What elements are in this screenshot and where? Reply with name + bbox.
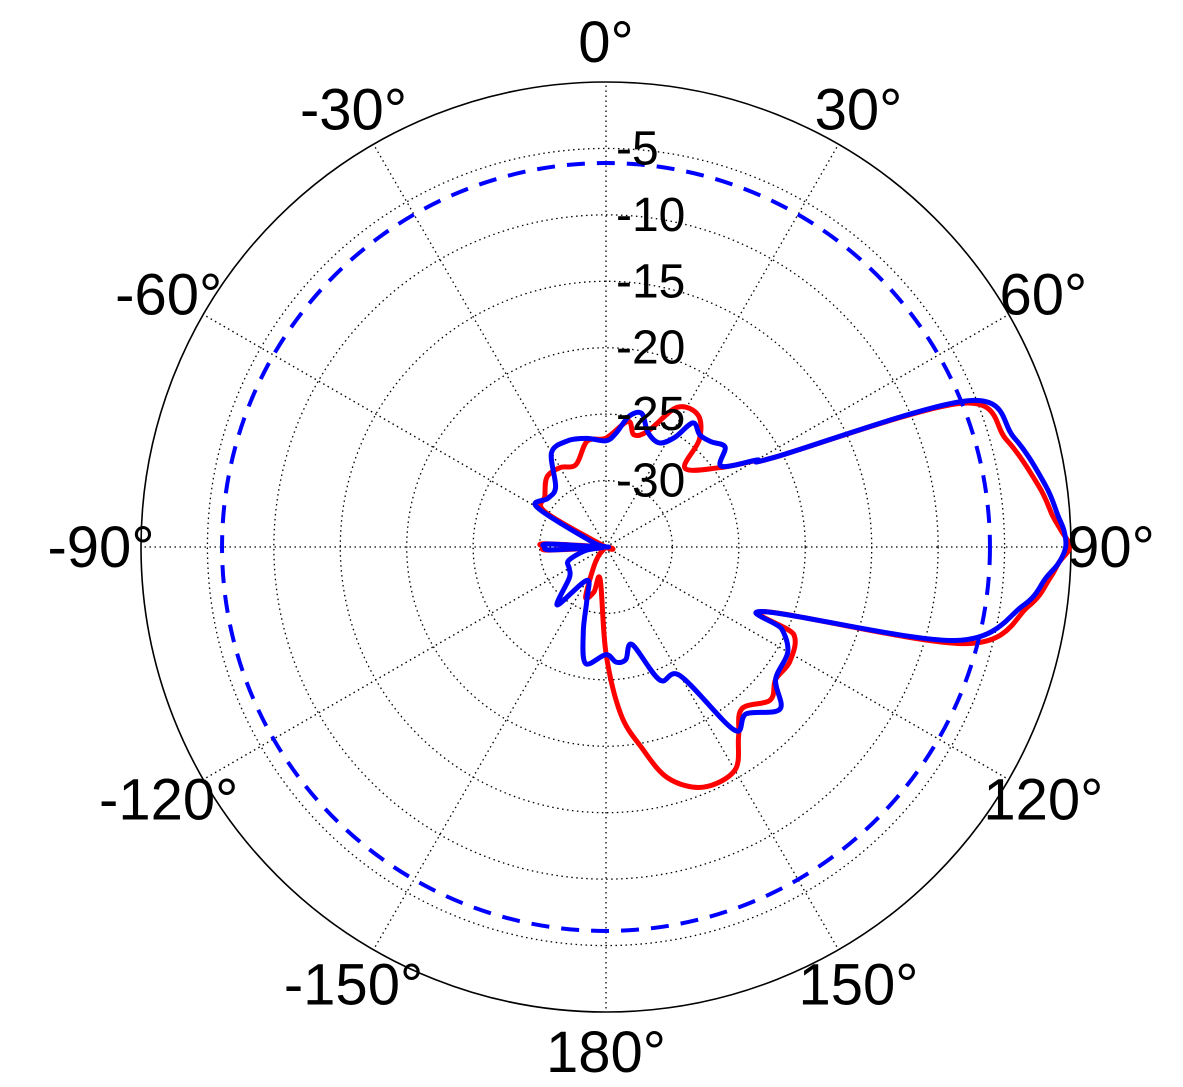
radial-tick-label: -15 bbox=[616, 255, 685, 308]
radial-tick-label: -5 bbox=[616, 122, 659, 175]
angle-tick-label: -60° bbox=[115, 263, 222, 328]
angle-tick-label: -120° bbox=[99, 768, 238, 833]
angle-tick-label: -90° bbox=[47, 515, 154, 580]
grid-ring bbox=[472, 413, 740, 681]
grid-spoke bbox=[372, 143, 607, 548]
radial-tick-label: -30 bbox=[616, 455, 685, 508]
angle-tick-label: 90° bbox=[1067, 515, 1155, 580]
tick-labels: 0° 30° 60° 90° 120° 150° 180° -150° -120° -90° -60… bbox=[47, 10, 1154, 1085]
series-layer bbox=[220, 161, 1073, 933]
angle-tick-label: 30° bbox=[815, 78, 903, 143]
angle-tick-label: -150° bbox=[284, 952, 423, 1017]
angle-tick-label: -30° bbox=[300, 78, 407, 143]
angle-tick-label: 0° bbox=[578, 10, 633, 75]
grid-ring bbox=[406, 347, 806, 747]
angle-tick-label: 180° bbox=[546, 1020, 666, 1085]
angle-tick-label: 60° bbox=[999, 263, 1087, 328]
grid-ring bbox=[206, 147, 1006, 947]
grid-spoke bbox=[605, 546, 1010, 781]
grid-spoke bbox=[202, 546, 607, 781]
radial-tick-label: -10 bbox=[616, 189, 685, 242]
radial-tick-label: -20 bbox=[616, 322, 685, 375]
series-2-line bbox=[532, 398, 1069, 734]
angle-tick-label: 120° bbox=[983, 768, 1103, 833]
radial-tick-label: -25 bbox=[616, 388, 685, 441]
angle-tick-label: 150° bbox=[799, 952, 919, 1017]
series-dashed-circle bbox=[220, 161, 992, 933]
grid-ring bbox=[273, 214, 939, 880]
grid-spoke bbox=[372, 546, 607, 951]
